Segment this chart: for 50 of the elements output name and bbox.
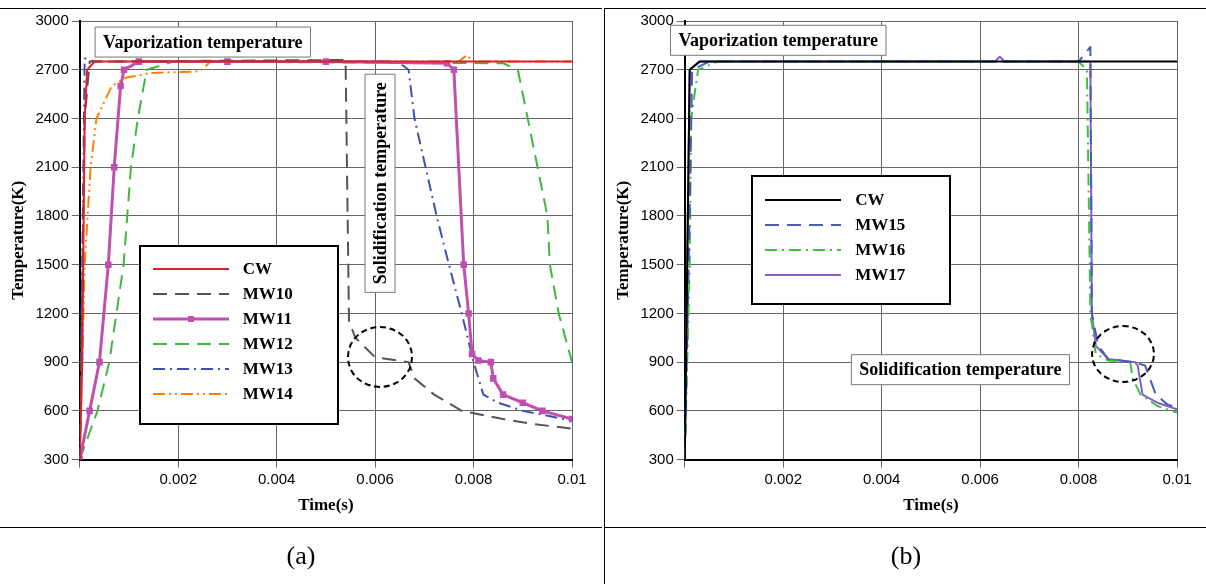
y-tick-label: 1800 [640,206,674,224]
legend-label: CW [855,189,885,210]
x-tick-label: 0.008 [1059,469,1098,487]
legend-label: MW13 [242,359,293,379]
x-axis-title: Time(s) [298,495,354,515]
annotation: Vaporization temperature [103,31,303,52]
text: (b) [605,527,1206,584]
legend-label: MW15 [855,214,906,235]
y-tick-label: 2700 [35,59,69,77]
y-tick-label: 2100 [640,157,674,175]
y-tick-label: 300 [43,449,69,467]
legend-label: MW16 [855,239,906,260]
x-tick-label: 0.006 [356,469,394,487]
y-tick-label: 3000 [640,11,674,29]
y-tick-label: 2400 [640,108,674,126]
y-tick-label: 2700 [640,59,674,77]
x-tick-label: 0.01 [1162,469,1192,487]
x-axis-title: Time(s) [903,495,959,515]
x-tick-label: 0.006 [961,469,999,487]
y-tick-label: 900 [648,352,674,370]
x-tick-label: 0.01 [557,469,587,487]
y-tick-label: 2400 [35,108,69,126]
y-tick-label: 1500 [35,254,69,272]
x-tick-label: 0.008 [454,469,493,487]
x-tick-label: 0.002 [764,469,802,487]
y-axis-title: Temperature(K) [612,180,632,300]
annotation: Vaporization temperature [678,29,879,50]
text: (a) [0,527,602,584]
y-tick-label: 2100 [35,157,69,175]
y-tick-label: 1200 [640,303,674,321]
y-tick-label: 600 [648,401,674,419]
y-tick-label: 600 [43,401,69,419]
y-tick-label: 900 [43,352,69,370]
annotation: Solidification temperature [369,82,390,285]
legend-label: MW17 [855,264,906,285]
y-axis-title: Temperature(K) [7,180,27,300]
x-tick-label: 0.002 [159,469,197,487]
legend-label: MW11 [242,309,292,329]
y-tick-label: 1500 [640,254,674,272]
y-tick-label: 300 [648,449,674,467]
y-tick-label: 1200 [35,303,69,321]
y-tick-label: 1800 [35,206,69,224]
x-tick-label: 0.004 [862,469,901,487]
x-tick-label: 0.004 [257,469,296,487]
legend-label: MW12 [242,334,293,354]
annotation: Solidification temperature [859,359,1062,380]
legend-label: CW [242,259,273,279]
legend-label: MW10 [242,284,293,304]
y-tick-label: 3000 [35,11,69,29]
legend-label: MW14 [242,384,293,404]
